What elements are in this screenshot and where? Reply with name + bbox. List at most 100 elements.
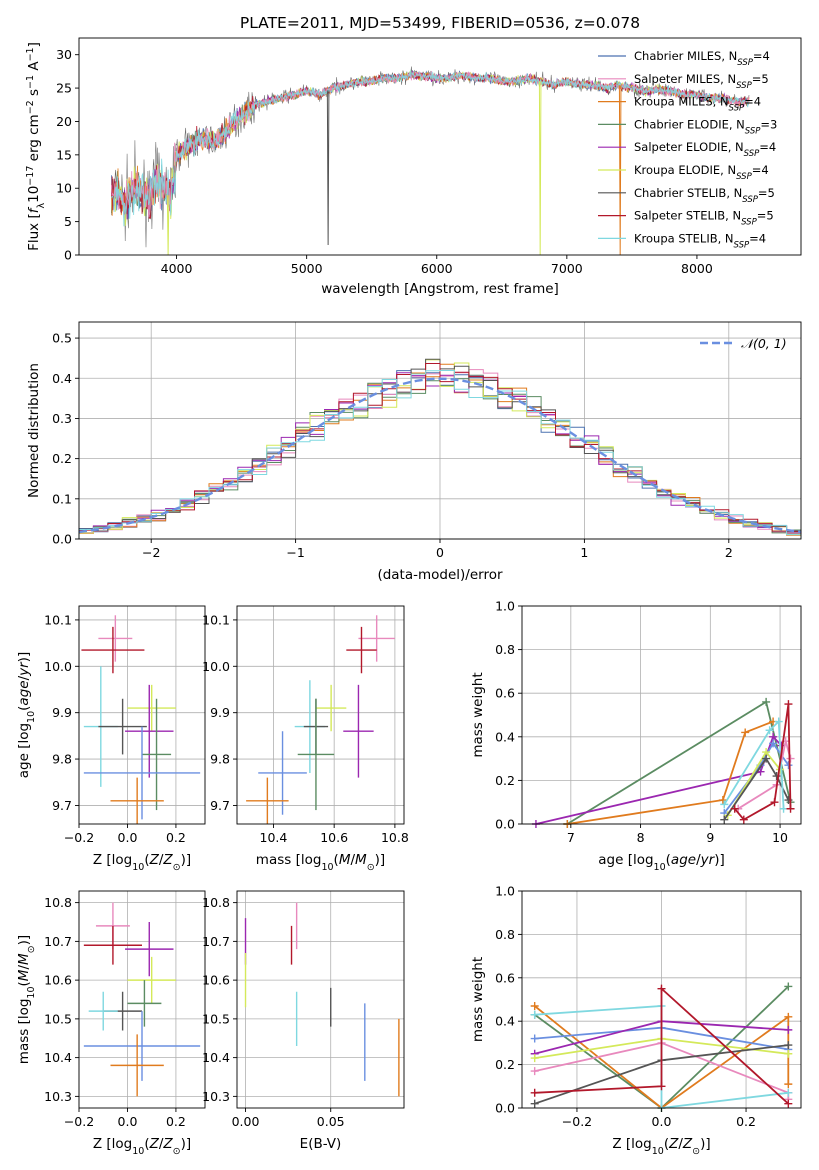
- x-tick-label: −2: [142, 545, 160, 560]
- x-axis-label: wavelength [Angstrom, rest frame]: [321, 281, 559, 297]
- weight-marker: [784, 1041, 793, 1050]
- weight-marker: [769, 739, 778, 748]
- errorbar-point: [246, 777, 289, 824]
- plot-area-age_vs_mass: [246, 615, 395, 824]
- normal-curve: [78, 377, 802, 534]
- weight-marker: [718, 796, 727, 805]
- weight-marker: [784, 1025, 793, 1034]
- x-tick-label: 4000: [161, 261, 193, 276]
- y-tick-label: 0.8: [495, 927, 515, 942]
- x-tick-label: 0.05: [317, 1114, 345, 1129]
- errorbar-point: [127, 684, 176, 732]
- x-tick-label: −0.2: [562, 1114, 592, 1129]
- x-tick-label: 0.2: [736, 1114, 756, 1129]
- axes-frame: [78, 890, 206, 1109]
- x-tick-label: 0: [436, 545, 444, 560]
- y-tick-label: 0.0: [52, 532, 72, 547]
- legend-label: Kroupa MILES, NSSP=4: [634, 95, 761, 114]
- y-tick-label: 30: [56, 47, 72, 62]
- y-tick-label: 25: [56, 81, 72, 96]
- weight-marker: [784, 1088, 793, 1097]
- legend-label: Kroupa STELIB, NSSP=4: [634, 231, 766, 250]
- y-tick-label: 10.5: [202, 1011, 230, 1026]
- y-tick-label: 1.0: [495, 884, 515, 899]
- x-axis-label: Z [log10(Z/Z⊙)]: [93, 1136, 191, 1157]
- y-tick-label: 9.9: [210, 705, 230, 720]
- weight-marker: [779, 804, 788, 813]
- y-tick-label: 0.8: [495, 642, 515, 657]
- panel-age_vs_mass: 10.4 10.6 10.8 9.7 9.8 9.9 10.0 10.1 mass [log10…: [202, 605, 409, 873]
- y-tick-label: 15: [56, 147, 72, 162]
- x-axis-label: (data-model)/error: [377, 567, 503, 583]
- y-tick-label: 0.1: [52, 491, 72, 506]
- x-tick-label: 7000: [551, 261, 583, 276]
- spectrum-dip: [538, 81, 542, 256]
- weight-marker: [530, 1002, 539, 1011]
- legend: Chabrier MILES, NSSP=4 Salpeter MILES, NS…: [598, 49, 777, 250]
- plot-area-weight_vs_Z: [530, 982, 793, 1112]
- panel-mass_vs_ebv: 0.00 0.05 10.3 10.4 10.5 10.6 10.7 10.8 E(B-V): [202, 890, 405, 1152]
- errorbar-point: [98, 615, 133, 662]
- y-tick-label: 10: [56, 181, 72, 196]
- weight-marker: [730, 804, 739, 813]
- errorbar-point: [98, 698, 147, 755]
- x-tick-label: −0.2: [64, 830, 94, 845]
- y-tick-label: 5: [64, 214, 72, 229]
- legend: 𝒩(0, 1): [700, 336, 787, 351]
- axes-frame: [78, 37, 802, 256]
- y-tick-label: 10.3: [44, 1089, 72, 1104]
- x-tick-label: 0.2: [166, 830, 186, 845]
- weight-marker: [774, 717, 783, 726]
- y-tick-label: 10.7: [202, 934, 230, 949]
- plot-area-age_vs_Z: [81, 615, 201, 824]
- y-tick-label: 10.4: [44, 1050, 72, 1065]
- y-tick-label: 0.3: [52, 411, 72, 426]
- weight-marker: [784, 700, 793, 709]
- weight-series: [563, 717, 778, 828]
- weight-series: [720, 717, 788, 813]
- x-axis-label: mass [log10(M/M⊙)]: [256, 852, 385, 873]
- y-tick-label: 0.4: [52, 371, 72, 386]
- y-tick-label: 0.4: [495, 729, 515, 744]
- x-tick-label: 5000: [291, 261, 323, 276]
- errorbar-point: [83, 726, 201, 820]
- errorbar-point: [297, 698, 335, 811]
- y-tick-label: 10.4: [202, 1050, 230, 1065]
- weight-marker: [530, 1099, 539, 1108]
- panel-spectrum: 4000 5000 6000 7000 8000 0 5 10 15 20 25 30 waveleng…: [25, 37, 802, 297]
- y-tick-label: 10.0: [202, 659, 230, 674]
- weight-marker: [741, 728, 750, 737]
- y-tick-label: 10.8: [202, 895, 230, 910]
- legend-label: Kroupa ELODIE, NSSP=4: [634, 163, 769, 182]
- errorbar-point: [127, 956, 176, 1004]
- errorbar-point: [83, 925, 142, 965]
- y-tick-label: 9.7: [210, 798, 230, 813]
- y-tick-label: 10.1: [44, 612, 72, 627]
- weight-series: [730, 700, 795, 824]
- weight-marker: [784, 761, 793, 770]
- y-tick-label: 0.2: [495, 773, 515, 788]
- errorbar-point: [343, 684, 374, 778]
- y-tick-label: 0.0: [495, 817, 515, 832]
- weight-marker: [784, 1012, 793, 1021]
- x-tick-label: 6000: [421, 261, 453, 276]
- y-tick-label: 0: [64, 248, 72, 263]
- y-tick-label: 0.2: [495, 1057, 515, 1072]
- weight-line: [567, 720, 774, 825]
- weight-marker: [530, 1088, 539, 1097]
- y-tick-label: 0.6: [495, 970, 515, 985]
- x-tick-label: 8000: [681, 261, 713, 276]
- x-tick-label: 2: [725, 545, 733, 560]
- plot-area-mass_vs_Z: [83, 902, 201, 1097]
- weight-series: [530, 984, 793, 1108]
- errorbar-point: [358, 615, 395, 662]
- y-axis-label: Normed distribution: [26, 363, 42, 498]
- errorbar-point: [125, 922, 174, 977]
- legend-label: 𝒩(0, 1): [741, 336, 787, 351]
- weight-marker: [765, 726, 774, 735]
- y-tick-label: 9.7: [52, 798, 72, 813]
- errorbar-point: [110, 1034, 164, 1097]
- y-tick-label: 10.0: [44, 659, 72, 674]
- legend-label: Salpeter ELODIE, NSSP=4: [634, 140, 776, 159]
- x-tick-label: 0.2: [166, 1114, 186, 1129]
